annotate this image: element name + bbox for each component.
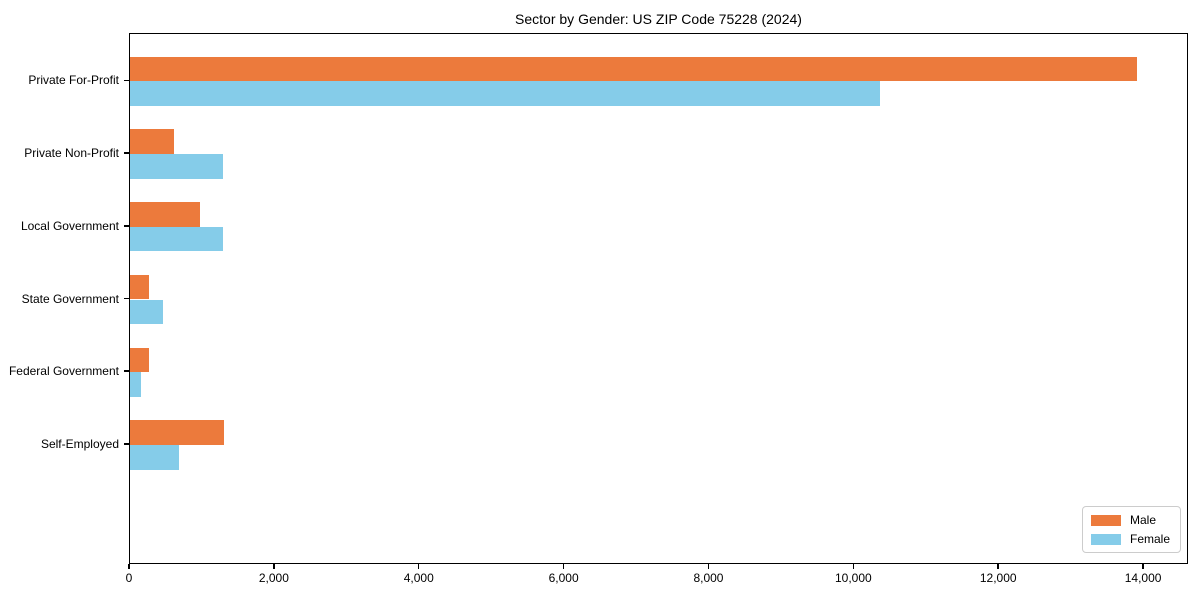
female-swatch-icon	[1090, 533, 1121, 545]
male-bar-self-employed	[130, 420, 225, 445]
female-bar-federal-government	[130, 372, 141, 397]
plot-area: Male Female	[129, 33, 1188, 564]
y-tick-label-self-employed: Self-Employed	[40, 436, 119, 451]
x-tick-mark	[273, 564, 275, 569]
y-tick-label-private-non-profit: Private Non-Profit	[24, 146, 119, 161]
x-tick-label: 12,000	[979, 571, 1017, 585]
legend: Male Female	[1081, 506, 1181, 553]
male-bar-local-government	[130, 202, 200, 227]
y-tick-mark	[124, 79, 129, 82]
x-tick-mark	[417, 564, 420, 569]
x-tick-label: 2,000	[258, 571, 289, 585]
y-tick-label-local-government: Local Government	[20, 218, 119, 233]
x-tick-mark	[852, 564, 855, 569]
chart-title: Sector by Gender: US ZIP Code 75228 (202…	[515, 11, 802, 27]
x-tick-label: 4,000	[403, 571, 434, 585]
female-bar-local-government	[130, 226, 223, 252]
male-bar-federal-government	[130, 347, 149, 373]
legend-entry-male: Male	[1090, 513, 1170, 527]
x-tick-label: 0	[125, 571, 133, 585]
male-bar-state-government	[130, 274, 149, 300]
male-bar-private-non-profit	[130, 129, 175, 154]
y-tick-mark	[124, 297, 129, 300]
legend-label-female: Female	[1129, 532, 1170, 546]
female-bar-private-non-profit	[130, 154, 223, 179]
x-tick-mark	[1142, 564, 1144, 569]
x-tick-mark	[562, 564, 565, 569]
x-tick-label: 8,000	[693, 571, 724, 585]
female-bar-self-employed	[130, 444, 180, 470]
x-tick-label: 14,000	[1124, 571, 1162, 585]
legend-entry-female: Female	[1090, 532, 1170, 546]
female-bar-state-government	[130, 299, 163, 325]
legend-label-male: Male	[1129, 513, 1156, 527]
female-bar-private-for-profit	[130, 81, 880, 106]
male-bar-private-for-profit	[130, 56, 1137, 82]
y-tick-mark	[124, 443, 129, 445]
x-tick-mark	[707, 564, 710, 569]
x-tick-mark	[128, 564, 130, 569]
x-tick-label: 10,000	[834, 571, 872, 585]
y-tick-mark	[124, 370, 129, 372]
x-tick-label: 6,000	[548, 571, 579, 585]
male-swatch-icon	[1090, 514, 1121, 526]
y-tick-label-state-government: State Government	[21, 291, 119, 306]
x-tick-mark	[997, 564, 999, 569]
y-tick-label-federal-government: Federal Government	[8, 364, 119, 379]
y-tick-mark	[124, 225, 129, 227]
y-tick-mark	[124, 152, 129, 154]
y-tick-label-private-for-profit: Private For-Profit	[28, 73, 119, 88]
